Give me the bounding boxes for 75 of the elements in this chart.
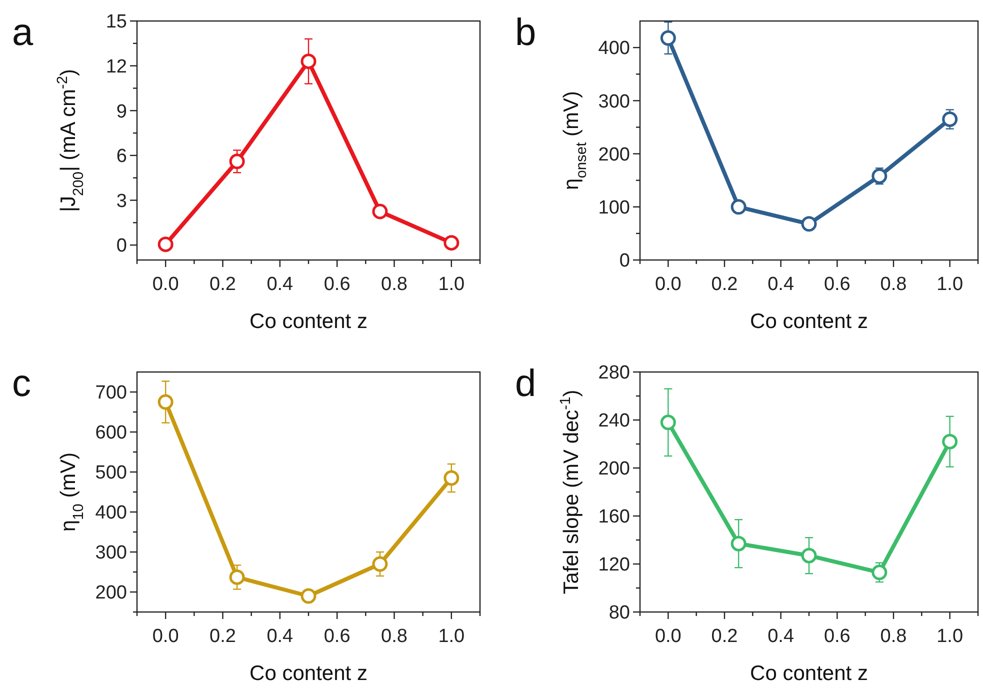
x-tick-label: 0.4 [768,274,794,295]
point [158,236,174,252]
point [444,470,460,486]
x-tick-label: 0.8 [880,626,907,647]
x-tick-label: 0.2 [210,274,236,295]
x-axis-title: Co content z [250,310,368,333]
y-tick-label: 6 [116,146,127,168]
point [300,54,316,70]
point [372,204,388,220]
x-tick-label: 0.0 [152,274,179,295]
x-axis-title: Co content z [750,310,868,333]
x-axis-title: Co content z [250,662,368,685]
x-tick-label: 0.6 [824,274,850,295]
y-tick-label: 160 [598,506,630,528]
x-tick-label: 1.0 [936,626,964,647]
x-tick-label: 0.8 [880,274,907,295]
y-tick-label: 3 [116,190,127,212]
point [942,434,958,450]
point [872,564,888,580]
point [942,112,958,128]
x-tick-label: 0.6 [324,626,350,647]
point [660,30,676,46]
y-tick-label: 600 [95,422,127,444]
y-tick-label: 300 [95,542,127,564]
y-tick-label: 0 [619,250,630,272]
y-tick-label: 300 [598,91,630,112]
x-tick-label: 0.8 [381,274,408,295]
point [730,199,746,215]
x-tick-label: 0.0 [654,626,682,647]
x-tick-label: 0.0 [152,626,179,647]
point [801,548,817,564]
x-tick-label: 1.0 [438,274,465,295]
x-tick-label: 0.6 [824,626,850,647]
y-tick-label: 200 [95,582,127,604]
y-tick-label: 9 [116,101,127,122]
y-tick-label: 15 [106,12,127,33]
y-tick-label: 280 [598,362,630,384]
chart-title: c [12,363,31,405]
point [730,536,746,552]
y-tick-label: 200 [598,144,630,166]
x-tick-label: 0.0 [654,274,682,295]
y-tick-label: 400 [95,502,127,524]
x-tick-label: 0.4 [266,274,294,295]
x-tick-label: 0.2 [711,626,738,647]
x-tick-label: 1.0 [438,626,465,647]
chart-title: d [515,363,536,405]
point [158,394,174,410]
x-tick-label: 1.0 [936,274,964,295]
y-tick-label: 500 [95,462,127,484]
x-tick-label: 0.4 [266,626,294,647]
x-tick-label: 0.8 [381,626,408,647]
x-tick-label: 0.6 [324,274,350,295]
y-tick-label: 100 [598,198,630,219]
point [801,216,817,232]
y-tick-label: 0 [116,236,127,257]
point [660,414,676,430]
chart-title: a [12,12,34,54]
y-tick-label: 200 [598,458,630,480]
x-axis-title: Co content z [750,662,868,685]
x-tick-label: 0.2 [210,626,236,647]
point [229,569,245,585]
y-tick-label: 80 [608,602,630,624]
x-tick-label: 0.4 [768,626,794,647]
point [229,154,245,170]
point [300,588,316,604]
point [444,235,460,251]
point [872,168,888,184]
y-tick-label: 400 [598,38,630,60]
chart-title: b [515,12,536,54]
y-tick-label: 12 [106,56,127,78]
y-tick-label: 120 [598,554,630,576]
x-tick-label: 0.2 [711,274,738,295]
point [372,556,388,572]
y-tick-label: 700 [95,382,127,404]
y-tick-label: 240 [598,410,630,432]
